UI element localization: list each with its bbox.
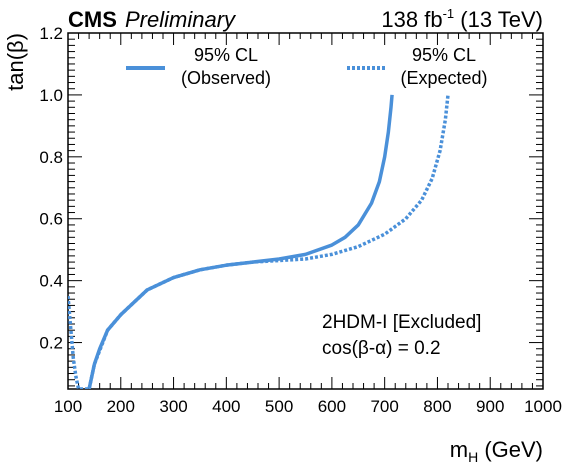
x-tick-label: 600 (318, 397, 346, 416)
x-tick-label: 800 (423, 397, 451, 416)
energy-label: (13 TeV) (454, 7, 543, 32)
legend: 95% CL (Observed) 95% CL (Expected) (126, 45, 488, 88)
x-axis-title-unit: (GeV) (478, 437, 543, 462)
legend-expected-line1: 95% CL (412, 45, 476, 65)
annotation-cos: cos(β-α) = 0.2 (322, 338, 441, 359)
expected-limit-line (68, 94, 450, 389)
data-curves (68, 94, 450, 389)
x-tick-label: 400 (212, 397, 240, 416)
tick-labels: 100 200 300 400 500 600 700 800 900 1000 0.2 0.4 0.6… (39, 24, 562, 416)
status-label: Preliminary (125, 7, 237, 32)
experiment-label: CMS (68, 7, 117, 32)
lumi-label: 138 fb-1 (13 TeV) (381, 6, 543, 32)
annotation-model: 2HDM-I [Excluded] (322, 312, 481, 333)
x-axis-title-sub: H (468, 449, 478, 464)
y-tick-label: 0.6 (39, 210, 63, 229)
legend-observed-line2: (Observed) (181, 68, 271, 88)
y-tick-label: 0.2 (39, 334, 63, 353)
legend-observed-line1: 95% CL (194, 45, 258, 65)
lumi-exponent: -1 (443, 6, 455, 21)
x-tick-label: 500 (265, 397, 293, 416)
y-tick-label: 1.0 (39, 86, 63, 105)
axis-ticks (67, 32, 544, 389)
y-axis-title: tan(β) (3, 33, 28, 91)
lumi-value: 138 fb (381, 7, 442, 32)
x-tick-label: 200 (107, 397, 135, 416)
x-tick-label: 300 (159, 397, 187, 416)
y-tick-label: 0.4 (39, 272, 63, 291)
plot-frame (67, 32, 544, 390)
legend-expected-line2: (Expected) (400, 68, 487, 88)
x-axis-title: mH (GeV) (450, 437, 543, 464)
x-tick-label: 900 (476, 397, 504, 416)
x-tick-label: 700 (370, 397, 398, 416)
y-tick-label: 0.8 (39, 148, 63, 167)
x-axis-title-main: m (450, 437, 468, 462)
y-tick-label: 1.2 (39, 24, 63, 43)
x-tick-label: 100 (54, 397, 82, 416)
x-tick-label: 1000 (524, 397, 562, 416)
